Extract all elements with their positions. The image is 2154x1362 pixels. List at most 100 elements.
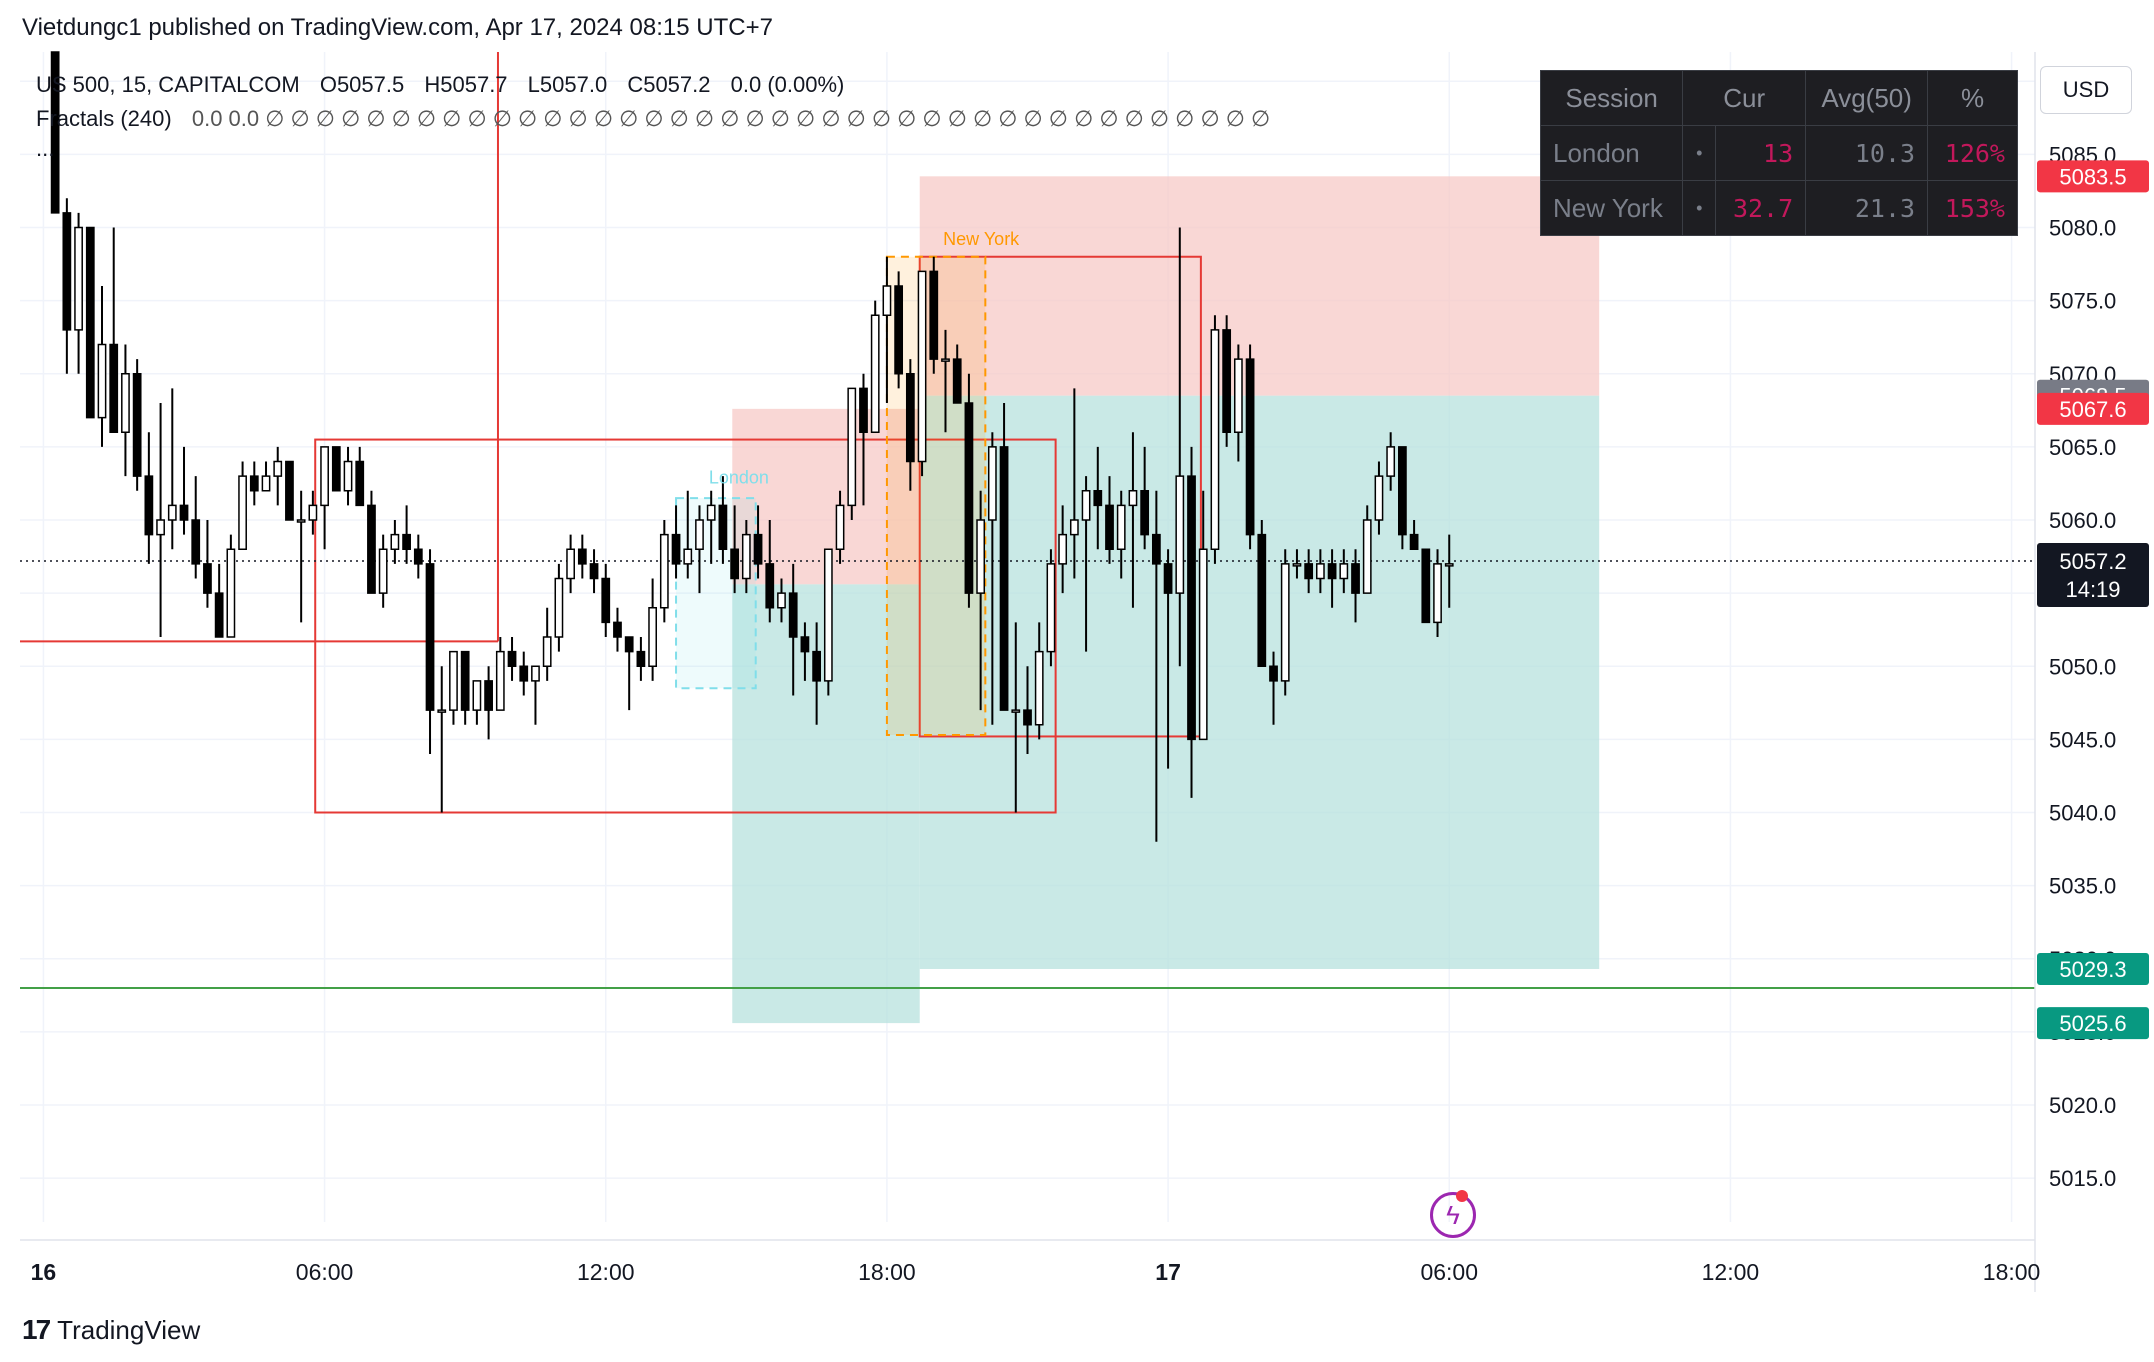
candle-body xyxy=(788,592,798,638)
candle-body xyxy=(167,504,177,521)
table-row: London • 13 10.3 126% xyxy=(1539,125,2018,181)
candle-body xyxy=(941,358,950,362)
candle-body xyxy=(1081,490,1091,521)
candle-body xyxy=(577,548,587,565)
candle-body xyxy=(718,504,728,550)
stop-loss-zone xyxy=(919,176,1600,396)
session-avg: 21.3 xyxy=(1805,180,1929,236)
candle-body xyxy=(1163,563,1173,594)
candle-body xyxy=(261,475,271,492)
candle-body xyxy=(191,519,201,565)
candle-body xyxy=(1362,519,1372,594)
candle-body xyxy=(695,519,704,550)
tradingview-footer[interactable]: 17 TradingView xyxy=(22,1314,200,1346)
legend-indicator: Fractals (240) 0.0 0.0 ∅ ∅ ∅ ∅ ∅ ∅ ∅ ∅ ∅… xyxy=(36,106,1284,132)
candle-body xyxy=(859,387,868,433)
candle-body xyxy=(1327,563,1337,580)
candle-body xyxy=(894,285,904,375)
candle-body xyxy=(226,548,236,638)
candle-body xyxy=(390,533,400,550)
candle-body xyxy=(50,51,60,214)
table-header: Session xyxy=(1539,70,1684,126)
time-tick-label: 06:00 xyxy=(1420,1259,1478,1285)
candle-body xyxy=(1105,504,1114,550)
candle-body xyxy=(648,607,657,667)
candle-body xyxy=(823,548,833,682)
candle-body xyxy=(1245,358,1255,536)
legend-high: H5057.7 xyxy=(424,72,508,97)
current-price-tag xyxy=(2037,542,2149,607)
candle-body xyxy=(367,504,376,594)
candle-body xyxy=(659,533,669,609)
session-name: New York xyxy=(1539,180,1684,236)
price-tag xyxy=(2037,1007,2149,1040)
candle-body xyxy=(999,446,1009,711)
candle-body xyxy=(964,402,974,594)
candle-body xyxy=(976,519,986,594)
axes: 5015.05020.05025.05030.05035.05040.05045… xyxy=(20,52,2154,1292)
indicator-name[interactable]: Fractals (240) xyxy=(36,106,172,131)
time-tick-label: 12:00 xyxy=(577,1259,635,1285)
candle-body xyxy=(1304,563,1314,580)
lightning-icon[interactable]: ϟ xyxy=(1430,1192,1476,1238)
legend-symbol[interactable]: US 500, 15, CAPITALCOM xyxy=(36,72,300,97)
legend-ohlc: US 500, 15, CAPITALCOM O5057.5 H5057.7 L… xyxy=(36,72,858,98)
candle-body xyxy=(74,226,83,331)
price-tick-label: 5035.0 xyxy=(2049,874,2116,899)
candle-body xyxy=(753,533,763,565)
candle-body xyxy=(449,650,458,711)
table-header-row: Session Cur Avg(50) % xyxy=(1539,70,2018,126)
publish-info: Vietdungc1 published on TradingView.com,… xyxy=(22,14,773,41)
time-tick-label: 18:00 xyxy=(1983,1259,2041,1285)
candle-body xyxy=(765,563,775,609)
price-tag xyxy=(2037,160,2149,193)
price-tick-label: 5075.0 xyxy=(2049,289,2116,314)
candle-body xyxy=(85,226,95,419)
session-label: London xyxy=(709,467,769,487)
time-tick-label: 16 xyxy=(31,1259,57,1285)
candle-body xyxy=(179,504,189,521)
candle-body xyxy=(1351,563,1360,594)
candle-body xyxy=(1011,709,1021,713)
price-axis-background xyxy=(2035,52,2154,1282)
currency-button[interactable]: USD xyxy=(2040,66,2132,114)
candle-body xyxy=(1128,490,1138,507)
take-profit-zone xyxy=(919,395,1600,969)
candle-body xyxy=(952,358,962,404)
candle-body xyxy=(741,533,751,580)
time-tick-label: 17 xyxy=(1155,1259,1181,1285)
candle-body xyxy=(730,548,740,580)
candle-body xyxy=(1151,533,1161,565)
candle-body xyxy=(1409,533,1419,550)
candle-body xyxy=(308,504,318,521)
candle-body xyxy=(1433,563,1442,624)
candle-body xyxy=(1339,563,1349,580)
candle-body xyxy=(1269,665,1278,682)
position-zones xyxy=(732,176,1600,1024)
candle-body xyxy=(1187,475,1196,741)
candle-body xyxy=(531,665,540,682)
candle-body xyxy=(589,563,599,580)
candle-body xyxy=(320,446,329,507)
candle-body xyxy=(1058,533,1068,565)
legend-low: L5057.0 xyxy=(527,72,608,97)
candle-body xyxy=(812,650,822,682)
legend-change: 0.0 (0.00%) xyxy=(730,72,845,97)
price-tick-label: 5020.0 xyxy=(2049,1093,2116,1118)
candle-body xyxy=(882,285,892,316)
candle-body xyxy=(343,460,353,492)
candle-body xyxy=(835,504,845,550)
candle-body xyxy=(214,592,224,638)
candle-body xyxy=(1280,563,1290,682)
price-tick-label: 5015.0 xyxy=(2049,1166,2116,1191)
legend-open: O5057.5 xyxy=(319,72,405,97)
time-tick-label: 18:00 xyxy=(858,1259,916,1285)
candle-body xyxy=(331,446,341,492)
candle-body xyxy=(1023,709,1032,726)
candle-body xyxy=(1069,519,1079,536)
candle-body xyxy=(870,314,880,433)
legend-more-button[interactable]: ... xyxy=(36,136,55,161)
price-tag-label: 5029.3 xyxy=(2059,957,2126,982)
candle-body xyxy=(144,475,154,536)
